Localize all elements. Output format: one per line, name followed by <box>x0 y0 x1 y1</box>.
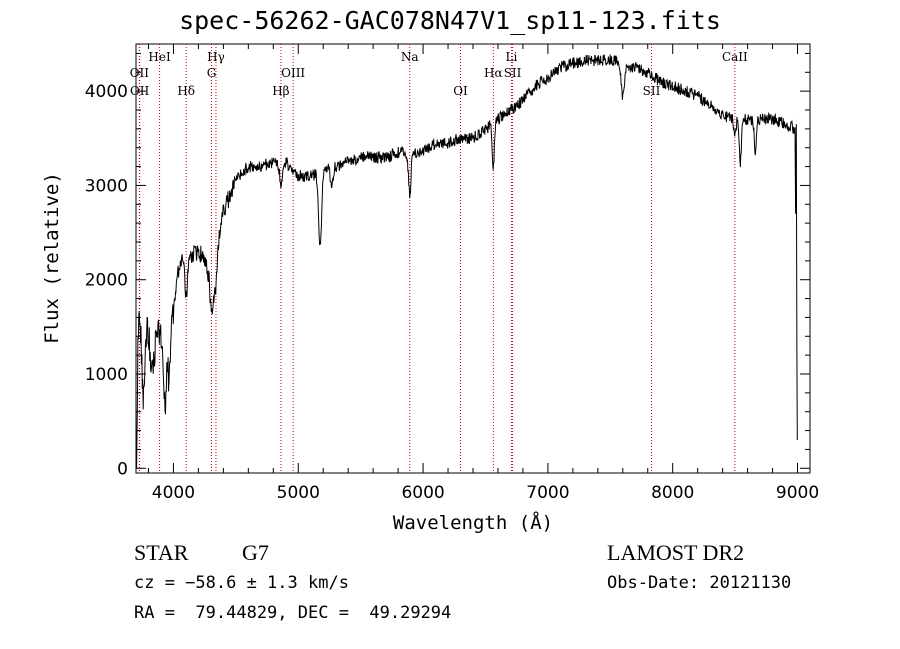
spectral-line-label: OIII <box>281 66 305 80</box>
y-tick-label: 0 <box>117 459 128 479</box>
spectral-line-label: OII <box>130 66 150 80</box>
y-tick-label: 2000 <box>85 271 128 291</box>
spectral-line-label: OI <box>453 84 468 98</box>
y-tick-label: 1000 <box>85 365 128 385</box>
chart-title: spec-56262-GAC078N47V1_sp11-123.fits <box>179 6 721 35</box>
x-tick-label: 9000 <box>776 483 819 503</box>
object-class: STAR <box>134 540 189 565</box>
x-tick-label: 4000 <box>152 483 195 503</box>
spectral-line-label: Hδ <box>177 84 195 98</box>
observation-date: Obs-Date: 20121130 <box>607 573 792 593</box>
y-axis-label: Flux (relative) <box>41 172 63 344</box>
spectral-line-label: Hγ <box>207 50 225 64</box>
object-subclass: G7 <box>242 540 269 565</box>
spectral-line-label: SII <box>643 84 661 98</box>
ra-dec-coordinates: RA = 79.44829, DEC = 49.29294 <box>134 603 452 623</box>
x-tick-label: 5000 <box>277 483 320 503</box>
spectral-line-label: Na <box>401 50 419 64</box>
x-tick-label: 6000 <box>401 483 444 503</box>
spectrum-line <box>136 54 798 469</box>
y-tick-label: 3000 <box>85 176 128 196</box>
spectral-line-label: G <box>207 66 217 80</box>
survey-name: LAMOST DR2 <box>607 540 745 565</box>
x-axis-label: Wavelength (Å) <box>393 511 553 534</box>
spectral-line-label: Li <box>506 50 518 64</box>
spectral-line-label: CaII <box>722 50 748 64</box>
x-tick-label: 7000 <box>526 483 569 503</box>
x-tick-label: 8000 <box>651 483 694 503</box>
spectral-line-label: Hα <box>484 66 503 80</box>
y-axis: 0 1000 2000 3000 4000 <box>85 52 810 479</box>
redshift-velocity: cz = −58.6 ± 1.3 km/s <box>134 573 349 593</box>
spectral-line-label: HeI <box>148 50 171 64</box>
spectral-line-label: Hβ <box>272 84 289 98</box>
y-tick-label: 4000 <box>85 82 128 102</box>
spectral-line-label: SII <box>504 66 522 80</box>
x-axis: 4000 5000 6000 7000 8000 9000 <box>147 44 819 503</box>
